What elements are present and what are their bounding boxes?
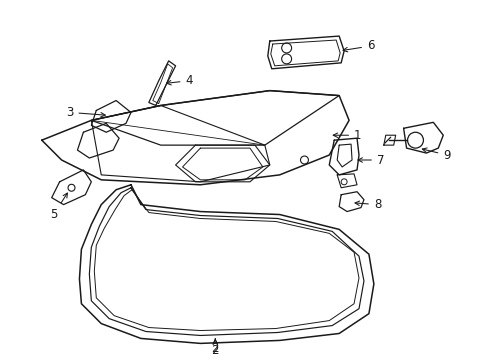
Text: 2: 2 — [211, 339, 219, 355]
Text: 3: 3 — [66, 106, 105, 119]
Text: 7: 7 — [357, 153, 384, 167]
Text: 4: 4 — [166, 74, 193, 87]
Text: 1: 1 — [332, 129, 361, 142]
Text: 8: 8 — [354, 198, 381, 211]
Text: 6: 6 — [343, 40, 374, 53]
Text: 9: 9 — [422, 148, 450, 162]
Text: 5: 5 — [50, 193, 67, 221]
Text: 2: 2 — [211, 339, 219, 357]
